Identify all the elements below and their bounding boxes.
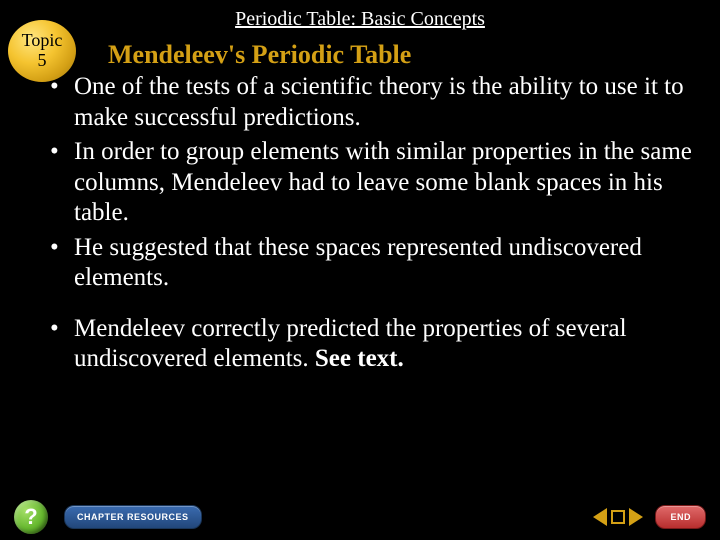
nav-group: END xyxy=(593,505,706,529)
slide-title: Periodic Table: Basic Concepts xyxy=(0,0,720,31)
bullet-list-2: Mendeleev correctly predicted the proper… xyxy=(40,314,700,375)
bullet-list-1: One of the tests of a scientific theory … xyxy=(40,72,700,294)
stop-slide-icon[interactable] xyxy=(611,510,625,524)
sub-heading: Mendeleev's Periodic Table xyxy=(108,40,700,70)
bottom-nav-bar: ? CHAPTER RESOURCES END xyxy=(0,494,720,540)
help-icon: ? xyxy=(24,504,37,530)
bullet-item: In order to group elements with similar … xyxy=(50,137,700,229)
end-button[interactable]: END xyxy=(655,505,706,529)
bullet-item: Mendeleev correctly predicted the proper… xyxy=(50,314,700,375)
bullet-item: One of the tests of a scientific theory … xyxy=(50,72,700,133)
next-slide-icon[interactable] xyxy=(629,508,643,526)
help-button[interactable]: ? xyxy=(14,500,48,534)
nav-arrows xyxy=(593,508,643,526)
chapter-resources-button[interactable]: CHAPTER RESOURCES xyxy=(64,505,202,529)
bullet-bold: See text. xyxy=(315,345,404,372)
prev-slide-icon[interactable] xyxy=(593,508,607,526)
content-area: Mendeleev's Periodic Table One of the te… xyxy=(40,40,700,379)
bullet-item: He suggested that these spaces represent… xyxy=(50,233,700,294)
